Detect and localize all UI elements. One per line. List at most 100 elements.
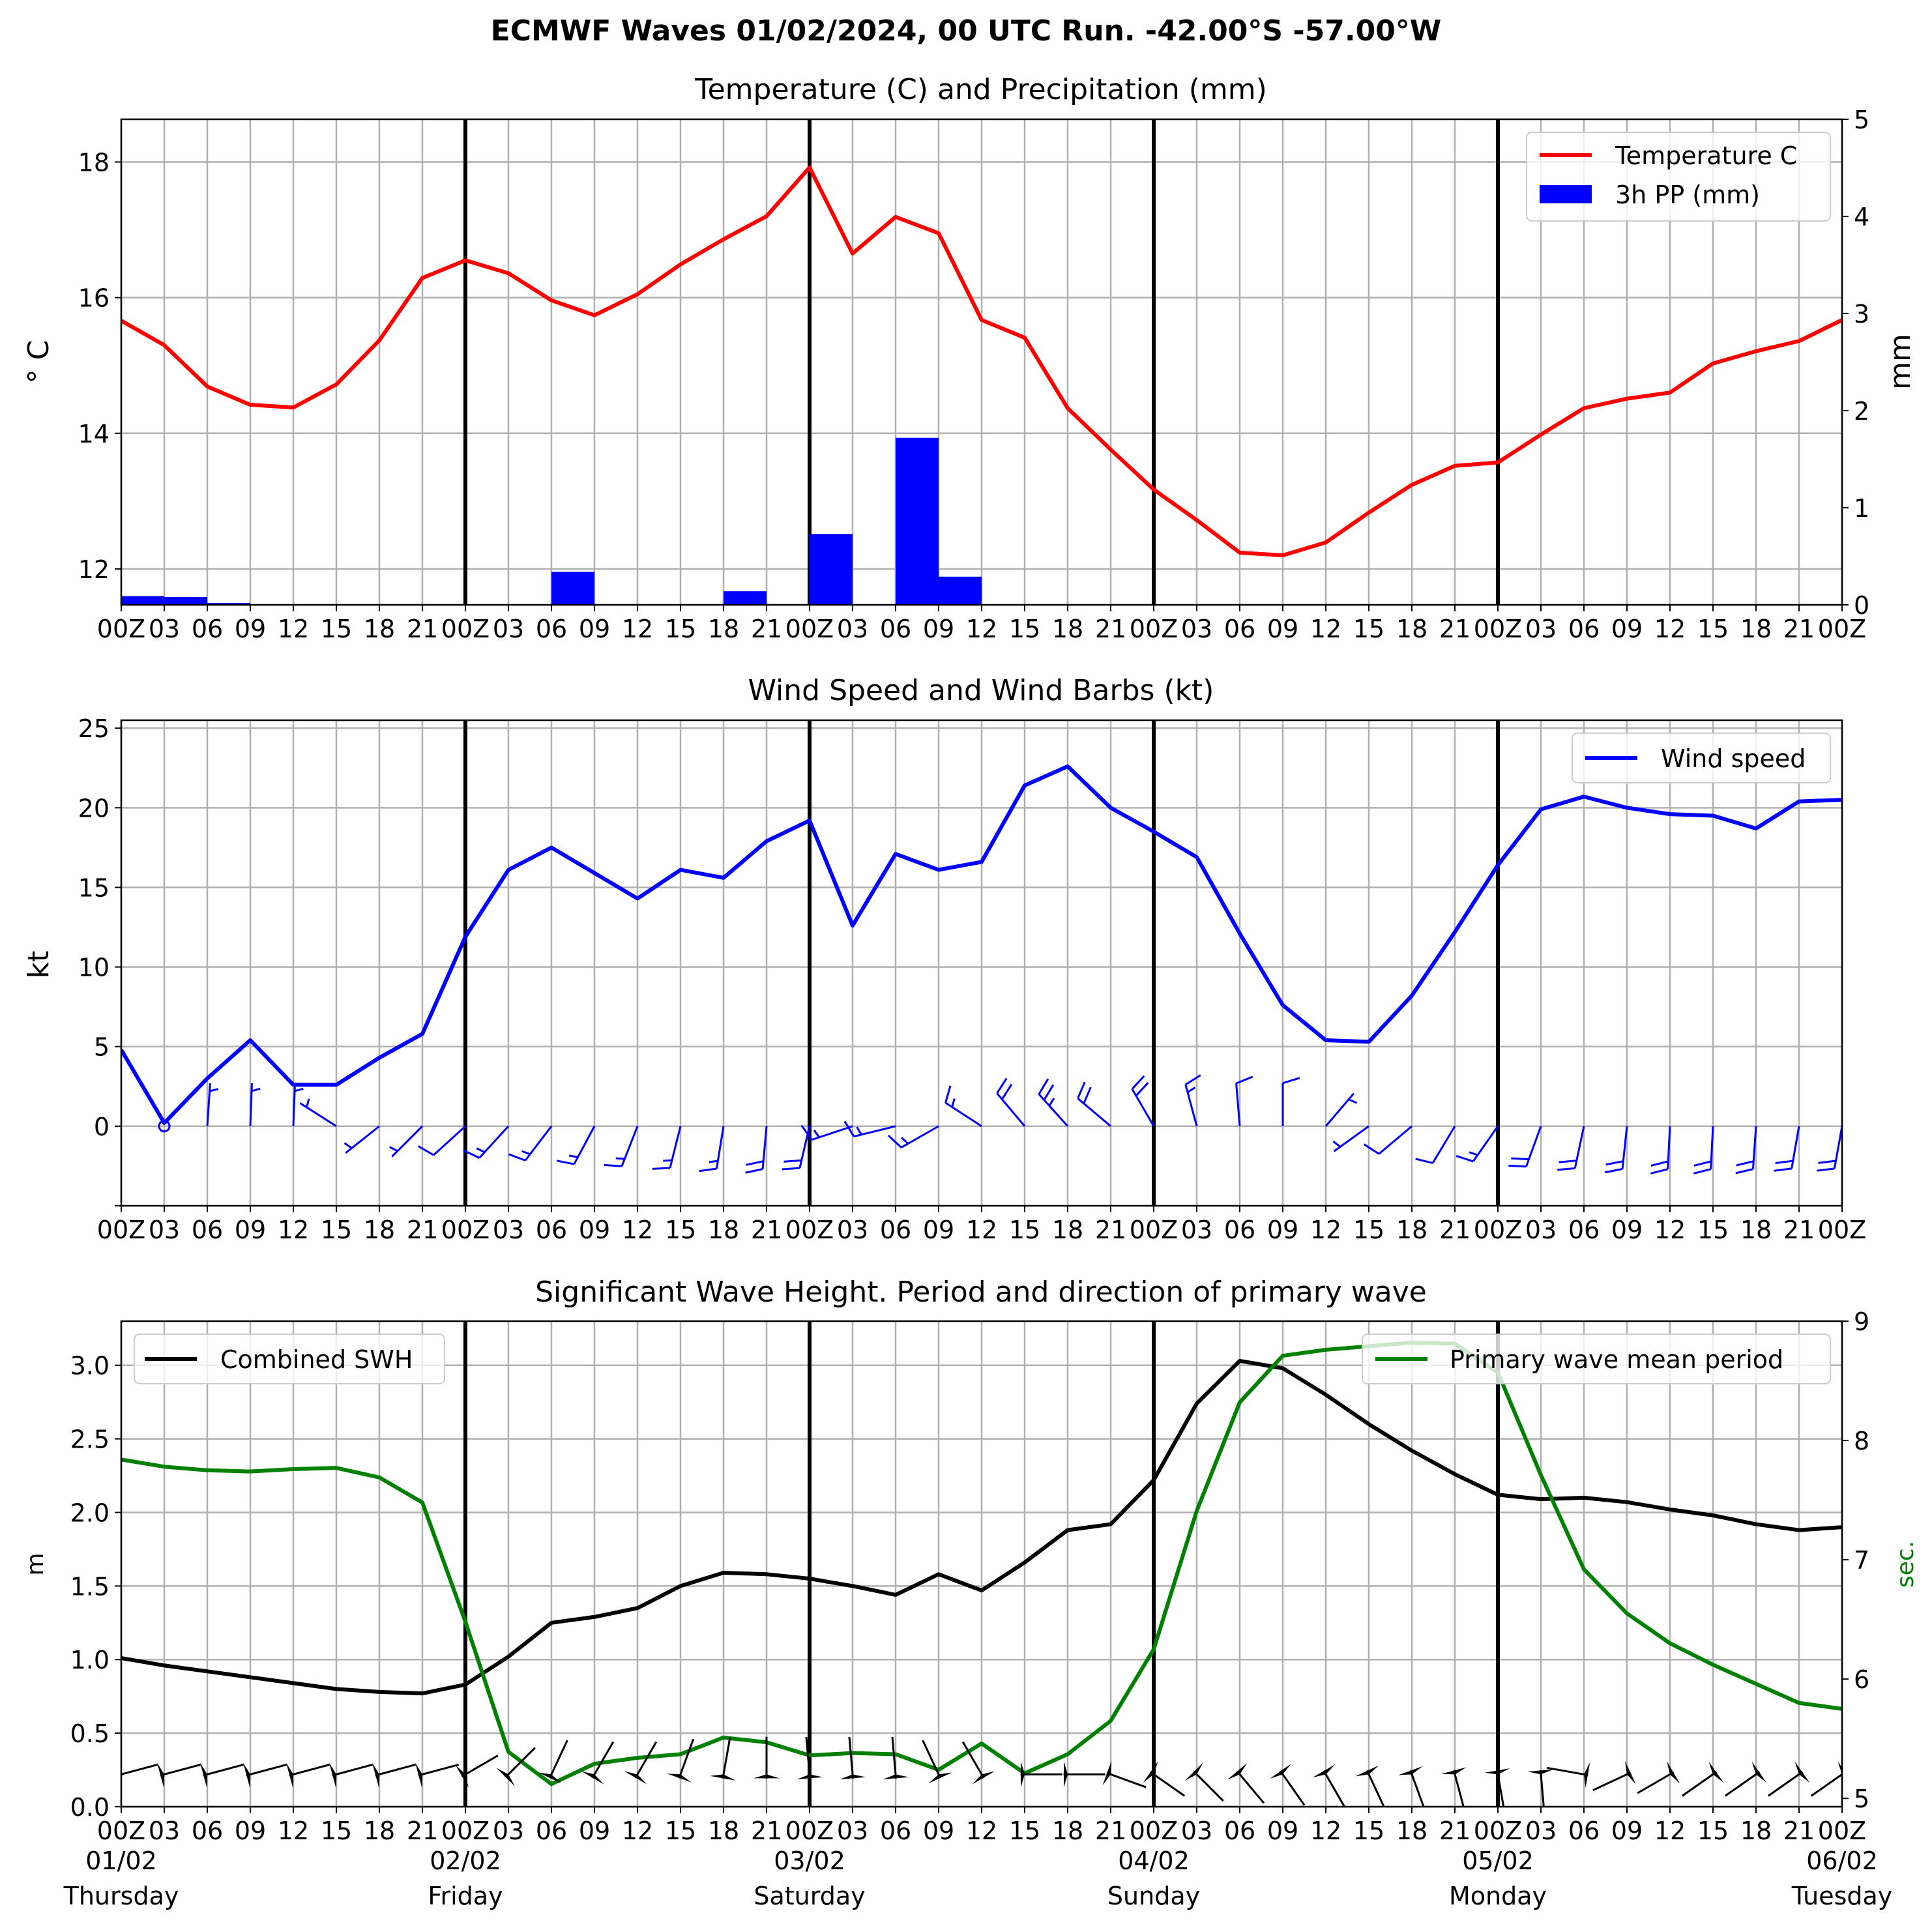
wind-barb-staff xyxy=(345,1125,380,1154)
x-tick-label: 03 xyxy=(493,1216,524,1244)
wind-barb-full xyxy=(1775,1160,1793,1164)
wind-barb-half xyxy=(1348,1098,1358,1104)
x-tick-label: 00Z xyxy=(1474,1817,1522,1845)
precip-bar xyxy=(207,603,250,605)
x-tick-label: 03 xyxy=(493,1817,524,1845)
x-tick-label: 09 xyxy=(923,615,954,643)
wind-barb-half xyxy=(251,1087,261,1092)
wind-barb xyxy=(800,1124,853,1141)
wind-barb-full xyxy=(996,1077,1008,1094)
arrow-head xyxy=(883,1774,909,1780)
wave-direction-arrow xyxy=(710,1737,736,1781)
wave-direction-arrow xyxy=(1592,1760,1636,1792)
y-tick-label: 1.5 xyxy=(70,1572,110,1601)
wind-barb-half xyxy=(521,1150,531,1156)
x-tick-label: 18 xyxy=(364,1817,395,1845)
arrow-shaft xyxy=(1236,1770,1265,1804)
arrow-head xyxy=(243,1762,250,1788)
wind-barb-staff xyxy=(1525,1126,1542,1167)
wind-barb-staff xyxy=(1077,1098,1111,1128)
arrow-shaft xyxy=(1106,1772,1147,1788)
panel3-ylabel: m xyxy=(22,1553,49,1575)
day-weekday-label: Tuesday xyxy=(1791,1882,1893,1910)
arrow-head xyxy=(928,1772,952,1784)
wind-barb-full xyxy=(1236,1075,1253,1085)
y-right-tick-label: 4 xyxy=(1854,203,1869,231)
arrow-head xyxy=(710,1774,736,1781)
arrow-shaft xyxy=(805,1736,812,1779)
wind-barb xyxy=(417,1125,467,1156)
wind-barb xyxy=(1332,1125,1369,1152)
arrow-shaft xyxy=(1767,1771,1804,1797)
x-tick-label: 00Z xyxy=(785,1817,834,1845)
x-tick-label: 09 xyxy=(235,1817,266,1845)
day-date-label: 01/02 xyxy=(85,1846,157,1875)
wave-panel: Significant Wave Height. Period and dire… xyxy=(22,1276,1919,1845)
wind-barb-full xyxy=(843,1120,855,1137)
arrow-head xyxy=(1102,1760,1112,1786)
wind-barb-full xyxy=(1693,1160,1712,1167)
arrow-shaft xyxy=(289,1763,330,1777)
wind-barb xyxy=(1817,1126,1842,1172)
wind-barb-staff xyxy=(1378,1125,1412,1155)
x-tick-label: 00Z xyxy=(785,615,834,643)
x-tick-label: 21 xyxy=(407,1817,438,1845)
x-tick-label: 21 xyxy=(1439,1216,1471,1244)
y-tick-label: 0.5 xyxy=(70,1719,110,1748)
wind-barb xyxy=(887,1125,939,1148)
x-tick-label: 00Z xyxy=(1130,615,1178,643)
wind-barb xyxy=(1131,1075,1155,1127)
x-tick-label: 00Z xyxy=(1474,1216,1522,1244)
wind-barb xyxy=(292,1083,304,1126)
wind-barb xyxy=(1774,1126,1800,1172)
x-tick-label: 06 xyxy=(880,615,911,643)
axes-frame xyxy=(120,118,1843,606)
arrow-head xyxy=(286,1762,293,1788)
wind-barb xyxy=(299,1098,337,1128)
x-tick-label: 15 xyxy=(1697,1817,1729,1845)
wind-barb-full xyxy=(783,1159,802,1163)
wind-barb xyxy=(1235,1075,1253,1126)
y-tick-label: 16 xyxy=(78,284,110,313)
arrow-head xyxy=(1584,1762,1590,1788)
arrow-shaft xyxy=(246,1763,287,1777)
arrow-head xyxy=(1624,1760,1636,1785)
x-tick-label: 12 xyxy=(966,1216,997,1244)
day-date-label: 04/02 xyxy=(1118,1846,1190,1875)
wind-barb-half xyxy=(294,1087,304,1092)
arrow-head xyxy=(840,1774,866,1780)
legend-label-swh: Combined SWH xyxy=(220,1345,413,1374)
wind-barb-staff xyxy=(524,1125,553,1161)
arrow-shaft xyxy=(1409,1770,1425,1807)
x-tick-label: 18 xyxy=(708,615,739,643)
arrow-head xyxy=(1837,1761,1842,1775)
wave-direction-arrow xyxy=(1184,1762,1224,1802)
x-tick-label: 18 xyxy=(364,615,395,643)
x-tick-label: 00Z xyxy=(1474,615,1522,643)
x-tick-label: 06 xyxy=(192,1817,223,1845)
x-tick-label: 06 xyxy=(192,1216,223,1244)
arrow-shaft xyxy=(121,1763,158,1775)
x-tick-label: 06 xyxy=(536,1216,567,1244)
legend: Temperature C 3h PP (mm) xyxy=(1526,132,1831,222)
wave-direction-arrow xyxy=(1270,1763,1306,1806)
arrow-shaft xyxy=(634,1741,658,1779)
wind-barb-staff xyxy=(299,1102,337,1128)
wave-direction-arrow xyxy=(1767,1761,1810,1797)
y-tick-label: 1.0 xyxy=(70,1646,110,1674)
wind-barb-half xyxy=(83,1131,88,1139)
wind-barb xyxy=(556,1126,596,1165)
x-tick-label: 03 xyxy=(837,1216,868,1244)
day-weekday-label: Monday xyxy=(1449,1882,1547,1910)
wind-barb-full xyxy=(508,1153,526,1161)
wind-barb-staff xyxy=(1833,1126,1842,1169)
day-labels: 01/02 Thursday 02/02 Friday 03/02 Saturday 04/… xyxy=(63,1846,1893,1910)
wind-barb xyxy=(1557,1126,1585,1171)
wave-direction-arrow xyxy=(372,1762,417,1788)
wave-direction-arrow xyxy=(797,1736,823,1780)
y-right-tick-label: 9 xyxy=(1854,1307,1869,1336)
wind-barb-full xyxy=(1363,1143,1380,1155)
arrow-shaft xyxy=(1637,1771,1675,1794)
arrow-head xyxy=(496,1768,515,1787)
legend: Wind speed xyxy=(1572,733,1831,783)
